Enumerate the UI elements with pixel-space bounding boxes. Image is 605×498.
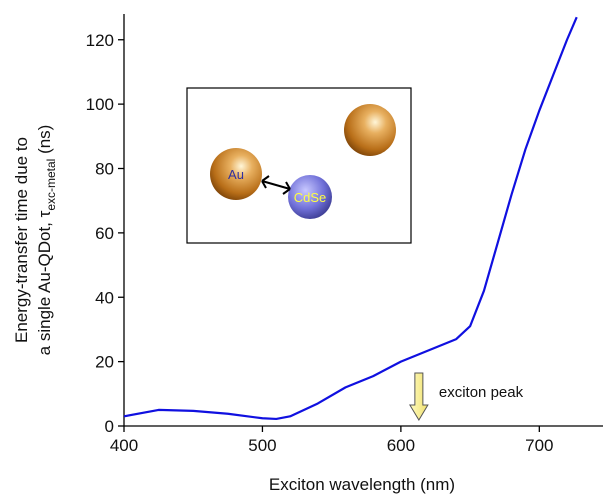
x-tick-label: 400 [110, 436, 138, 455]
annotation-arrow [410, 373, 428, 420]
y-axis-label: Energy-transfer time due to [12, 137, 31, 343]
inset: Au CdSe [187, 88, 411, 243]
gold-particle [344, 104, 396, 156]
annotation-text: exciton peak [439, 384, 524, 401]
y-tick-label: 20 [95, 353, 114, 372]
y-label-subscript: exc-metal [44, 159, 58, 211]
chart: Au CdSe Exciton wavelength (nm) Energy-t… [0, 0, 605, 498]
y-axis-label: a single Au-QDot, τexc-metal (ns) [35, 125, 58, 356]
y-tick-label: 40 [95, 288, 114, 307]
y-tick-label: 60 [95, 224, 114, 243]
y-tick-label: 100 [86, 95, 114, 114]
y-tick-label: 0 [105, 417, 114, 436]
x-tick-label: 500 [248, 436, 276, 455]
y-tick-label: 80 [95, 160, 114, 179]
x-tick-label: 600 [387, 436, 415, 455]
cdse-label: CdSe [294, 190, 327, 205]
y-label-text: a single Au-QDot, τ [35, 210, 54, 355]
x-axis-label: Exciton wavelength (nm) [269, 475, 455, 494]
y-tick-label: 120 [86, 31, 114, 50]
y-label-unit: (ns) [35, 125, 54, 159]
au-label: Au [228, 167, 244, 182]
x-tick-label: 700 [525, 436, 553, 455]
